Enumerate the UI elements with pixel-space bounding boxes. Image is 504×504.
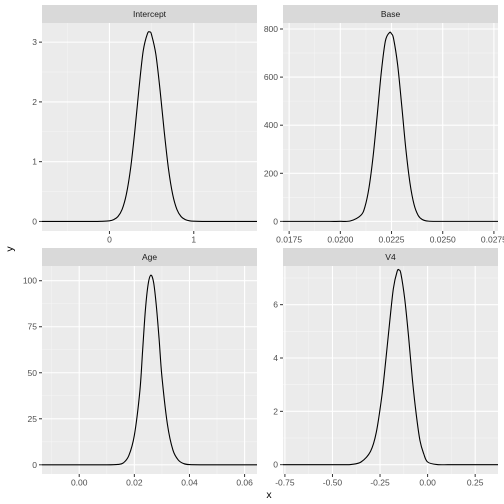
density-curve <box>283 268 499 466</box>
panel-background <box>283 23 498 231</box>
facet-panel: Intercept 0 1 0 1 2 3 <box>32 5 257 245</box>
facet-strip <box>42 5 257 23</box>
facet-strip-label: V4 <box>385 252 396 262</box>
y-tick-label: 0 <box>32 460 37 470</box>
x-tick-label: 0.25 <box>467 478 484 488</box>
x-tick-label: 0.00 <box>419 478 436 488</box>
x-tick-label: 0 <box>107 235 112 245</box>
x-tick-label: -0.75 <box>275 478 295 488</box>
y-tick-label: 0 <box>273 216 278 226</box>
x-tick-label: 0.06 <box>236 478 253 488</box>
y-tick-label: 6 <box>273 300 278 310</box>
facet-panel: V4 -0.75 -0.50 -0.25 0.00 0.25 0 2 4 6 <box>273 248 499 488</box>
y-axis-title: y <box>4 246 16 252</box>
y-tick-label: 100 <box>23 276 37 286</box>
x-tick-label: 0.00 <box>71 478 88 488</box>
density-curve <box>283 31 498 223</box>
y-tick-label: 0 <box>32 216 37 226</box>
facet-panel: Age 0.00 0.02 0.04 0.06 0 25 50 75 100 <box>23 248 257 488</box>
density-curve <box>42 31 257 222</box>
facet-strip <box>283 248 498 266</box>
density-curve <box>42 274 257 466</box>
y-tick-label: 4 <box>273 353 278 363</box>
y-tick-label: 0 <box>273 460 278 470</box>
y-tick-label: 200 <box>264 168 278 178</box>
y-tick-label: 800 <box>264 24 278 34</box>
y-tick-label: 50 <box>28 368 38 378</box>
x-tick-label: -0.50 <box>323 478 343 488</box>
y-tick-label: 2 <box>32 97 37 107</box>
panel-background <box>42 23 257 231</box>
panel-background <box>42 266 257 474</box>
x-tick-label: 0.0250 <box>430 235 456 245</box>
facet-strip-label: Base <box>381 9 401 19</box>
x-axis-title: x <box>266 489 272 501</box>
facet-strip-label: Age <box>142 252 157 262</box>
facet-strip <box>283 5 498 23</box>
facet-strip <box>42 248 257 266</box>
x-tick-label: 0.02 <box>126 478 143 488</box>
facet-strip-label: Intercept <box>133 9 167 19</box>
y-tick-label: 1 <box>32 157 37 167</box>
y-tick-label: 75 <box>28 322 38 332</box>
x-tick-label: -0.25 <box>370 478 390 488</box>
y-tick-label: 2 <box>273 406 278 416</box>
y-tick-label: 600 <box>264 72 278 82</box>
x-tick-label: 0.0175 <box>276 235 302 245</box>
y-tick-label: 25 <box>28 414 38 424</box>
y-tick-label: 400 <box>264 120 278 130</box>
panel-background <box>283 266 498 474</box>
x-tick-label: 0.0275 <box>481 235 504 245</box>
x-tick-label: 0.04 <box>181 478 198 488</box>
facet-panel: Base 0.0175 0.0200 0.0225 0.0250 0.0275 0 200 40… <box>264 5 504 245</box>
x-tick-label: 0.0225 <box>379 235 405 245</box>
y-tick-label: 3 <box>32 37 37 47</box>
x-tick-label: 1 <box>191 235 196 245</box>
x-tick-label: 0.0200 <box>327 235 353 245</box>
